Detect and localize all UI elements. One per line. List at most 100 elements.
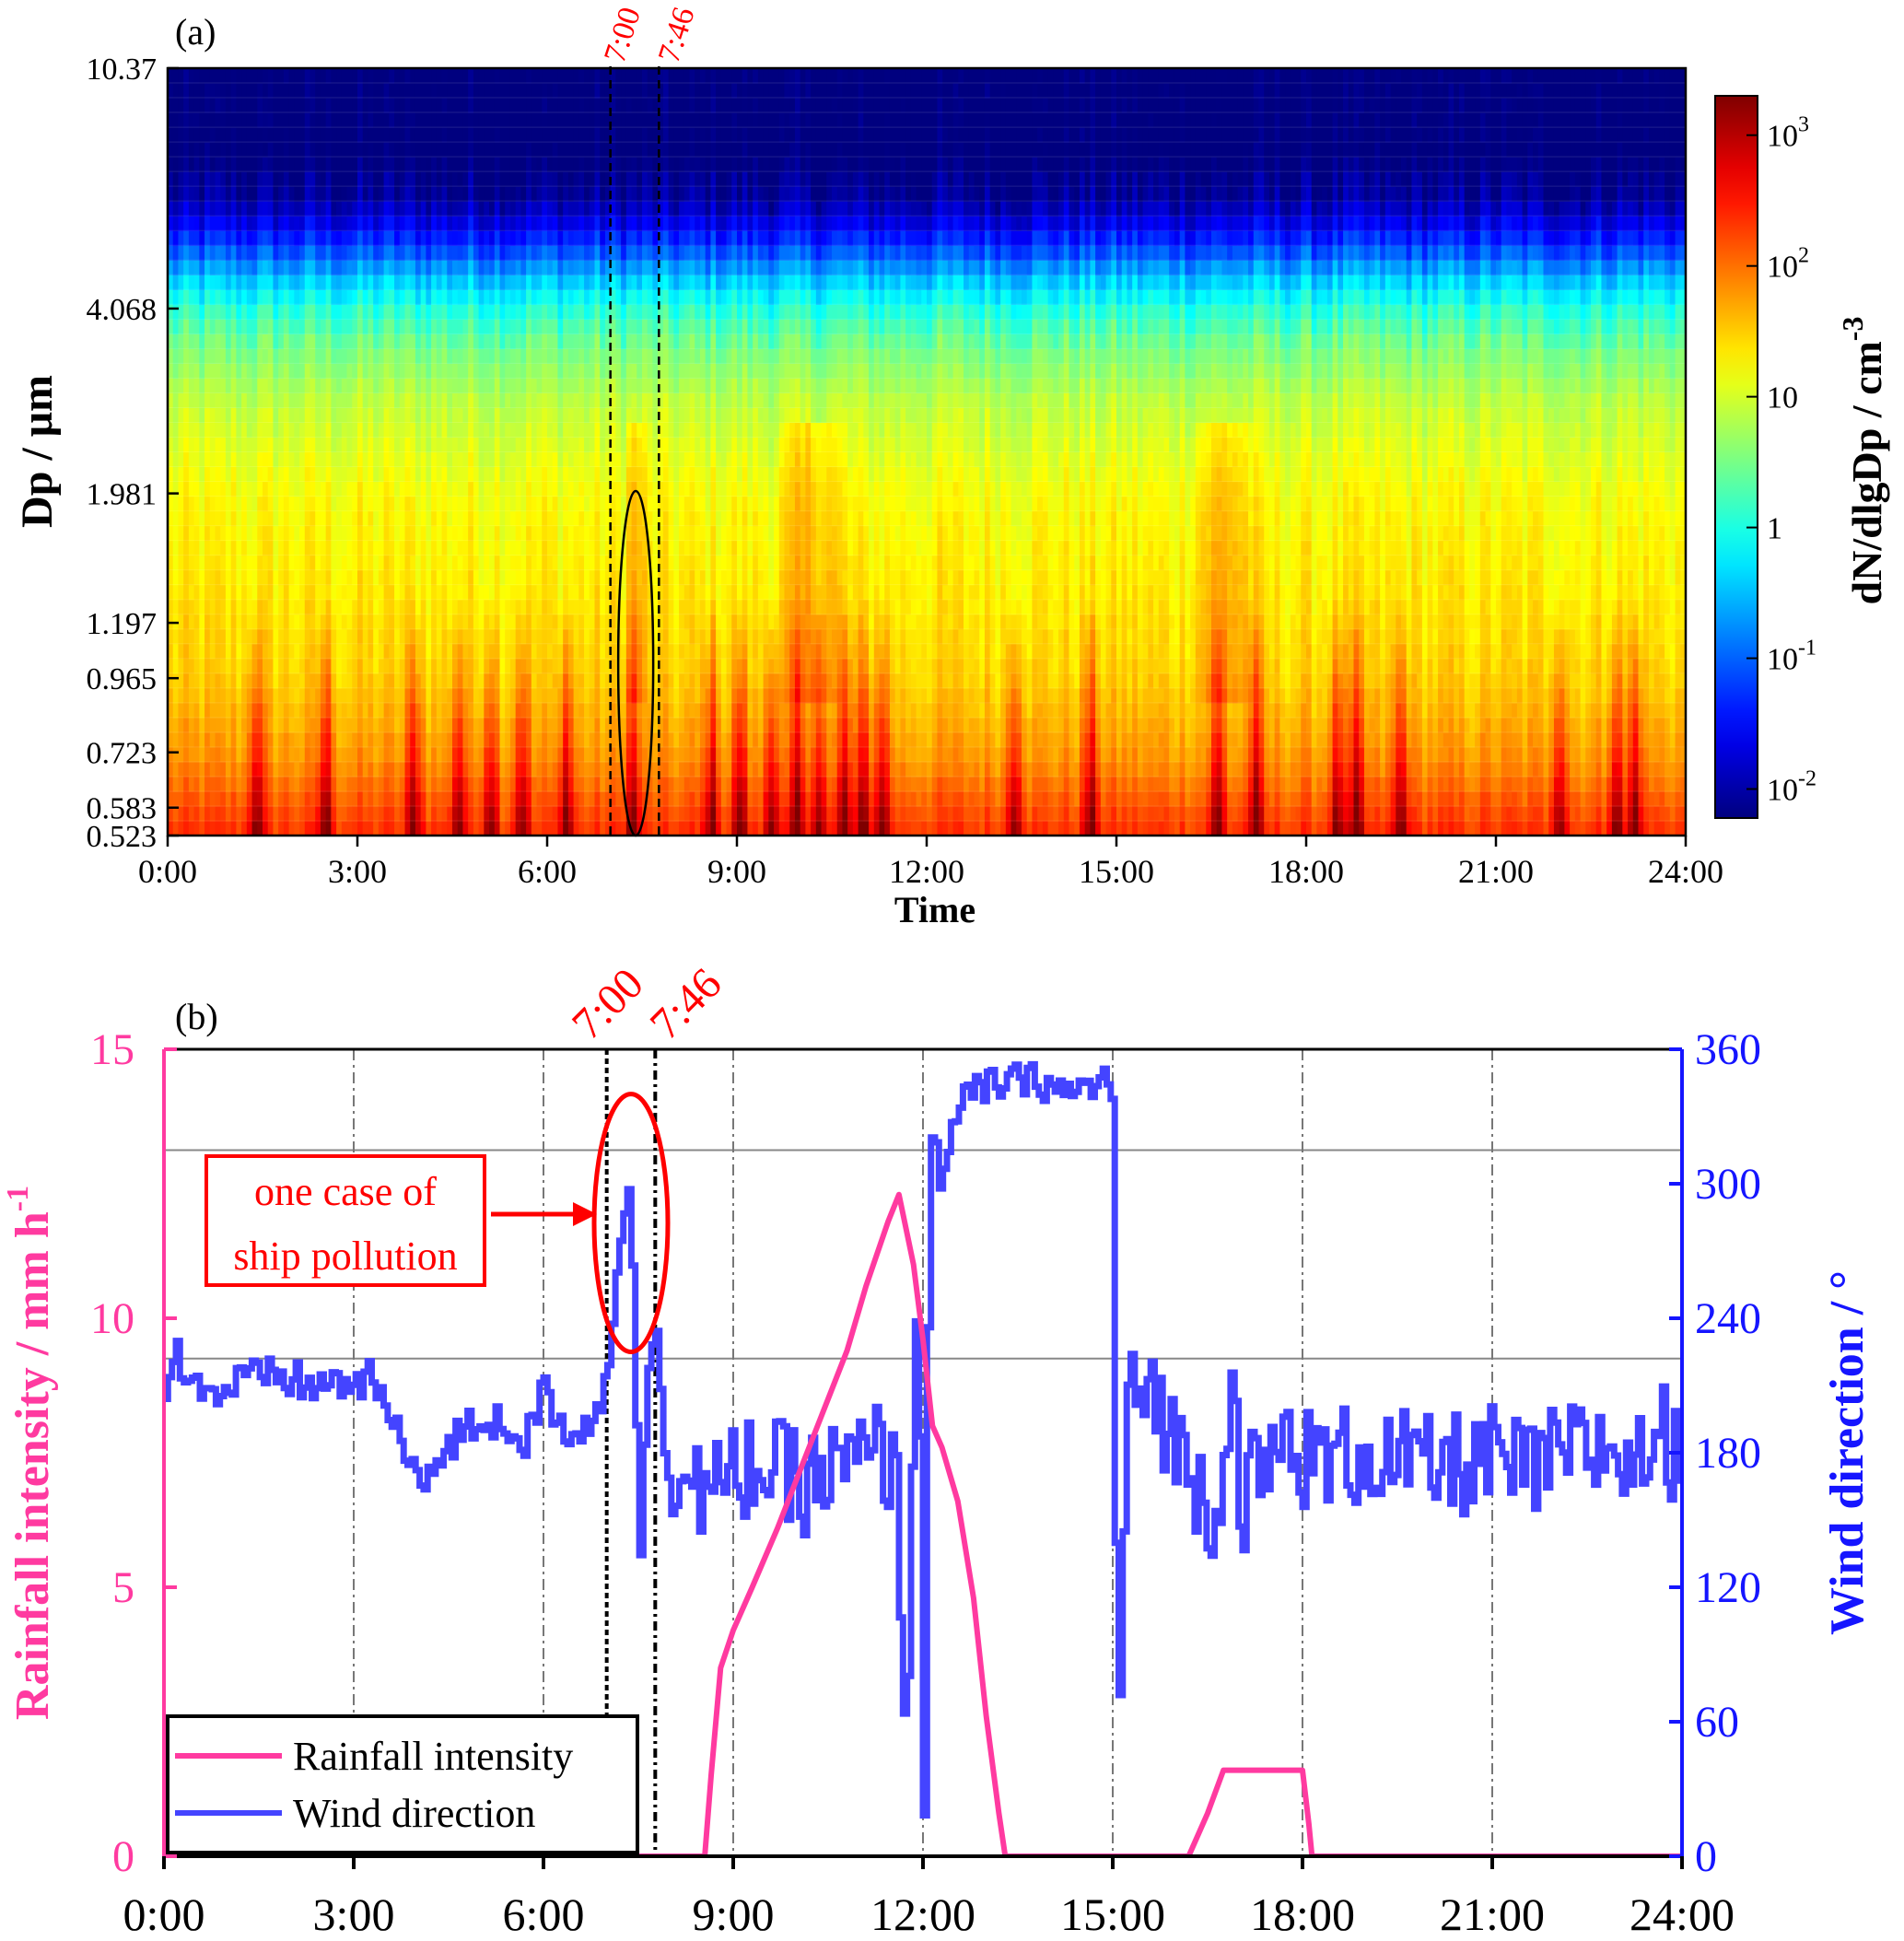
heatmap-cell — [320, 216, 327, 231]
heatmap-cell — [362, 304, 369, 320]
heatmap-cell — [578, 363, 585, 379]
heatmap-cell — [542, 731, 548, 748]
heatmap-cell — [547, 127, 554, 143]
heatmap-cell — [426, 392, 432, 409]
heatmap-cell — [278, 201, 285, 216]
heatmap-cell — [294, 216, 300, 231]
heatmap-cell — [362, 820, 369, 836]
heatmap-cell — [552, 333, 559, 349]
heatmap-cell — [473, 230, 480, 246]
heatmap-cell — [652, 687, 659, 704]
heatmap-cell — [573, 466, 579, 483]
heatmap-cell — [373, 112, 380, 128]
heatmap-cell — [547, 717, 554, 733]
heatmap-cell — [499, 584, 506, 601]
heatmap-cell — [420, 731, 426, 748]
heatmap-cell — [230, 628, 237, 645]
heatmap-cell — [204, 378, 211, 394]
heatmap-cell — [484, 186, 490, 202]
heatmap-cell — [304, 510, 311, 527]
heatmap-cell — [172, 68, 180, 84]
heatmap-cell — [441, 230, 448, 246]
heatmap-cell — [420, 171, 426, 187]
heatmap-cell — [267, 422, 275, 438]
heatmap-cell — [604, 466, 612, 483]
heatmap-cell — [499, 525, 506, 542]
heatmap-cell — [267, 127, 275, 143]
heatmap-cell — [573, 643, 579, 660]
heatmap-cell — [209, 68, 216, 84]
heatmap-cell — [652, 83, 659, 99]
heatmap-cell — [452, 628, 459, 645]
heatmap-cell — [362, 702, 369, 719]
heatmap-cell — [637, 142, 643, 158]
heatmap-cell — [215, 746, 221, 763]
heatmap-cell — [257, 496, 263, 512]
heatmap-cell — [236, 628, 242, 645]
heatmap-cell — [352, 157, 358, 172]
heatmap-cell — [589, 643, 596, 660]
heatmap-cell — [557, 731, 564, 748]
heatmap-cell — [278, 628, 285, 645]
heatmap-cell — [594, 540, 601, 556]
heatmap-cell — [257, 746, 263, 763]
heatmap-cell — [230, 422, 237, 438]
heatmap-cell — [294, 525, 300, 542]
heatmap-cell — [441, 260, 448, 275]
heatmap-cell — [199, 98, 205, 113]
heatmap-cell — [183, 363, 190, 379]
heatmap-cell — [478, 216, 485, 231]
heatmap-cell — [420, 112, 426, 128]
heatmap-cell — [193, 658, 200, 674]
heatmap-cell — [531, 820, 538, 836]
heatmap-cell — [172, 437, 180, 453]
heatmap-cell — [172, 776, 180, 792]
heatmap-cell — [331, 68, 337, 84]
heatmap-cell — [346, 319, 353, 334]
heatmap-cell — [584, 614, 590, 630]
heatmap-cell — [331, 186, 337, 202]
heatmap-cell — [542, 363, 548, 379]
heatmap-cell — [505, 746, 511, 763]
heatmap-cell — [567, 569, 575, 586]
heatmap-cell — [658, 687, 664, 704]
heatmap-cell — [168, 289, 174, 305]
heatmap-cell — [478, 275, 485, 290]
heatmap-cell — [294, 555, 300, 571]
heatmap-cell — [542, 407, 548, 424]
heatmap-cell — [404, 422, 411, 438]
heatmap-cell — [600, 157, 606, 172]
heatmap-cell — [567, 584, 575, 601]
heatmap-cell — [389, 643, 395, 660]
heatmap-cell — [536, 643, 543, 660]
heatmap-cell — [509, 599, 517, 615]
heatmap-cell — [457, 790, 464, 807]
heatmap-cell — [378, 672, 385, 689]
heatmap-cell — [241, 112, 248, 128]
heatmap-cell — [436, 584, 443, 601]
heatmap-cell — [341, 304, 348, 320]
heatmap-cell — [420, 422, 426, 438]
heatmap-cell — [267, 319, 275, 334]
heatmap-cell — [447, 717, 453, 733]
heatmap-cell — [257, 201, 263, 216]
heatmap-cell — [473, 510, 480, 527]
heatmap-cell — [489, 643, 496, 660]
heatmap-cell — [642, 275, 648, 290]
heatmap-cell — [209, 672, 216, 689]
heatmap-cell — [331, 672, 337, 689]
heatmap-cell — [283, 628, 290, 645]
heatmap-cell — [220, 687, 227, 704]
heatmap-cell — [288, 186, 295, 202]
heatmap-cell — [610, 702, 616, 719]
heatmap-cell — [320, 348, 327, 364]
heatmap-cell — [267, 658, 275, 674]
heatmap-cell — [652, 555, 659, 571]
heatmap-cell — [341, 407, 348, 424]
heatmap-cell — [567, 112, 575, 128]
heatmap-cell — [230, 245, 237, 261]
heatmap-cell — [373, 658, 380, 674]
heatmap-cell — [621, 216, 627, 231]
heatmap-cell — [278, 746, 285, 763]
heatmap-cell — [642, 599, 648, 615]
